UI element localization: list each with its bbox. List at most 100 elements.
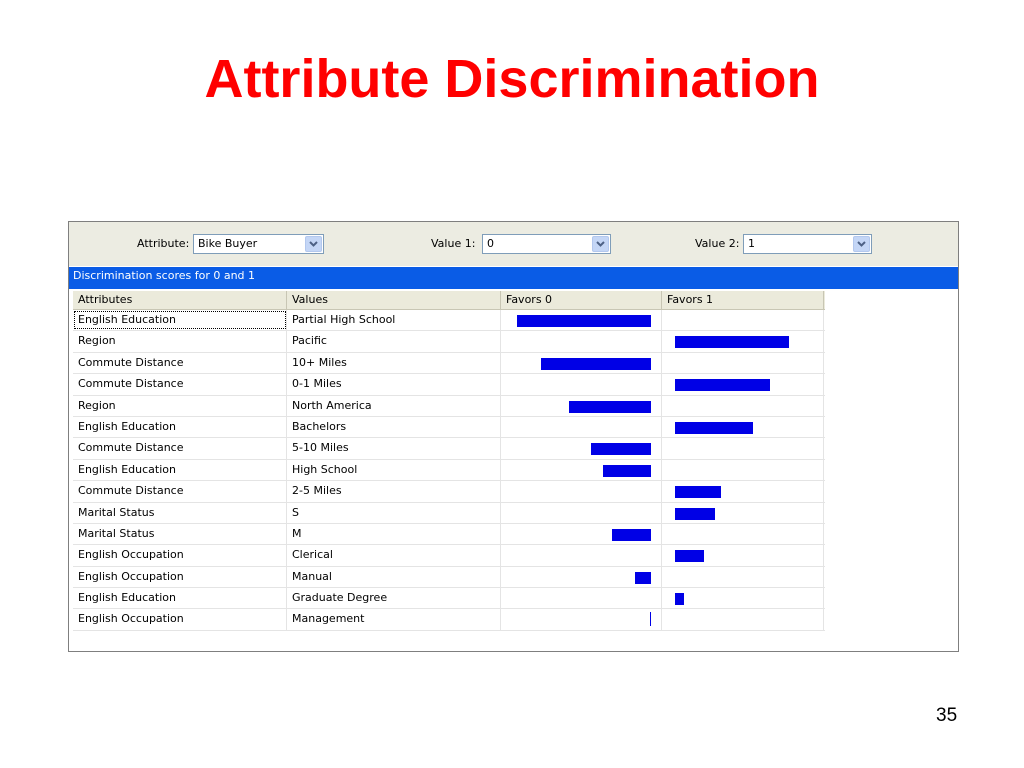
table-row[interactable]: Region North America — [73, 395, 825, 417]
favors-0-cell[interactable] — [501, 481, 662, 502]
favors-1-cell[interactable] — [662, 566, 824, 588]
value-cell[interactable]: Management — [287, 609, 501, 630]
attribute-select[interactable]: Bike Buyer — [193, 234, 324, 254]
favors-1-cell[interactable] — [662, 459, 824, 481]
attribute-discrimination-viewer: Attribute: Bike Buyer Value 1: 0 Value 2… — [68, 221, 959, 652]
favors-1-cell[interactable] — [662, 523, 824, 545]
value-cell[interactable]: Manual — [287, 566, 501, 588]
page-number: 35 — [936, 705, 958, 726]
value-cell[interactable]: 5-10 Miles — [287, 438, 501, 459]
favors-0-cell[interactable] — [501, 416, 662, 438]
value-cell[interactable]: S — [287, 502, 501, 523]
attribute-cell[interactable]: Marital Status — [73, 523, 287, 545]
table-row[interactable]: English Occupation Manual — [73, 566, 825, 589]
attribute-cell[interactable]: English Occupation — [73, 545, 287, 566]
value-cell[interactable]: 0-1 Miles — [287, 374, 501, 395]
value-cell[interactable]: Clerical — [287, 545, 501, 566]
chevron-down-icon[interactable] — [592, 236, 609, 252]
attribute-label: Attribute: — [137, 237, 190, 250]
attribute-cell[interactable]: Commute Distance — [73, 481, 287, 502]
table-row[interactable]: English Education Graduate Degree — [73, 588, 825, 610]
favors-1-cell[interactable] — [662, 331, 824, 352]
grid-header: Attributes Values Favors 0 Favors 1 — [73, 291, 825, 310]
favors-0-bar — [517, 315, 651, 327]
discrimination-grid: Attributes Values Favors 0 Favors 1 Engl… — [73, 291, 825, 631]
favors-1-bar — [675, 379, 770, 392]
attribute-cell[interactable]: Region — [73, 395, 287, 416]
favors-1-cell[interactable] — [662, 502, 824, 523]
table-row[interactable]: Region Pacific — [73, 331, 825, 353]
table-row[interactable]: Marital Status S — [73, 502, 825, 524]
attribute-cell[interactable]: English Education — [73, 459, 287, 481]
table-row[interactable]: Commute Distance 5-10 Miles — [73, 438, 825, 460]
attribute-cell[interactable]: English Education — [73, 416, 287, 438]
favors-0-cell[interactable] — [501, 310, 662, 331]
attribute-cell[interactable]: Commute Distance — [73, 352, 287, 374]
toolbar: Attribute: Bike Buyer Value 1: 0 Value 2… — [69, 222, 958, 266]
favors-1-cell[interactable] — [662, 310, 824, 331]
table-row[interactable]: Commute Distance 10+ Miles — [73, 352, 825, 375]
favors-1-cell[interactable] — [662, 395, 824, 416]
attribute-cell[interactable]: Commute Distance — [73, 438, 287, 459]
column-header-favors-1[interactable]: Favors 1 — [662, 291, 824, 309]
favors-1-cell[interactable] — [662, 374, 824, 395]
value2-select[interactable]: 1 — [743, 234, 872, 254]
favors-1-cell[interactable] — [662, 438, 824, 459]
value-cell[interactable]: High School — [287, 459, 501, 481]
favors-0-cell[interactable] — [501, 588, 662, 609]
favors-0-bar — [612, 528, 651, 541]
value-cell[interactable]: Partial High School — [287, 310, 501, 331]
chevron-down-icon[interactable] — [305, 236, 322, 252]
column-header-values[interactable]: Values — [287, 291, 501, 309]
favors-0-bar — [591, 443, 651, 456]
attribute-cell[interactable]: English Occupation — [73, 609, 287, 630]
table-row[interactable]: Marital Status M — [73, 523, 825, 546]
favors-0-cell[interactable] — [501, 352, 662, 374]
favors-0-cell[interactable] — [501, 523, 662, 545]
value-cell[interactable]: North America — [287, 395, 501, 416]
value-cell[interactable]: 2-5 Miles — [287, 481, 501, 502]
attribute-cell[interactable]: English Education — [73, 588, 287, 609]
favors-0-cell[interactable] — [501, 374, 662, 395]
favors-0-cell[interactable] — [501, 545, 662, 566]
column-header-attributes[interactable]: Attributes — [73, 291, 287, 309]
favors-1-bar — [675, 550, 704, 563]
value-cell[interactable]: Graduate Degree — [287, 588, 501, 609]
favors-1-cell[interactable] — [662, 588, 824, 609]
favors-0-cell[interactable] — [501, 459, 662, 481]
favors-0-bar — [569, 400, 651, 413]
table-row[interactable]: English Education Partial High School — [73, 310, 825, 332]
favors-0-cell[interactable] — [501, 438, 662, 459]
table-row[interactable]: English Education High School — [73, 459, 825, 482]
favors-1-cell[interactable] — [662, 352, 824, 374]
favors-1-cell[interactable] — [662, 416, 824, 438]
favors-1-cell[interactable] — [662, 609, 824, 630]
table-row[interactable]: English Occupation Clerical — [73, 545, 825, 567]
table-row[interactable]: English Occupation Management — [73, 609, 825, 631]
favors-0-bar — [541, 357, 651, 370]
favors-1-bar — [675, 507, 715, 520]
favors-0-bar — [603, 464, 651, 477]
table-row[interactable]: Commute Distance 2-5 Miles — [73, 481, 825, 503]
favors-0-cell[interactable] — [501, 331, 662, 352]
value-cell[interactable]: M — [287, 523, 501, 545]
attribute-cell[interactable]: English Occupation — [73, 566, 287, 588]
attribute-cell[interactable]: Commute Distance — [73, 374, 287, 395]
favors-1-cell[interactable] — [662, 545, 824, 566]
attribute-cell[interactable]: Region — [73, 331, 287, 352]
favors-0-cell[interactable] — [501, 502, 662, 523]
value1-select[interactable]: 0 — [482, 234, 611, 254]
attribute-cell[interactable]: English Education — [73, 310, 287, 331]
value-cell[interactable]: Bachelors — [287, 416, 501, 438]
favors-1-cell[interactable] — [662, 481, 824, 502]
favors-0-cell[interactable] — [501, 395, 662, 416]
favors-0-cell[interactable] — [501, 566, 662, 588]
table-row[interactable]: Commute Distance 0-1 Miles — [73, 374, 825, 396]
favors-0-cell[interactable] — [501, 609, 662, 630]
table-row[interactable]: English Education Bachelors — [73, 416, 825, 439]
attribute-cell[interactable]: Marital Status — [73, 502, 287, 523]
value-cell[interactable]: Pacific — [287, 331, 501, 352]
value-cell[interactable]: 10+ Miles — [287, 352, 501, 374]
column-header-favors-0[interactable]: Favors 0 — [501, 291, 662, 309]
chevron-down-icon[interactable] — [853, 236, 870, 252]
